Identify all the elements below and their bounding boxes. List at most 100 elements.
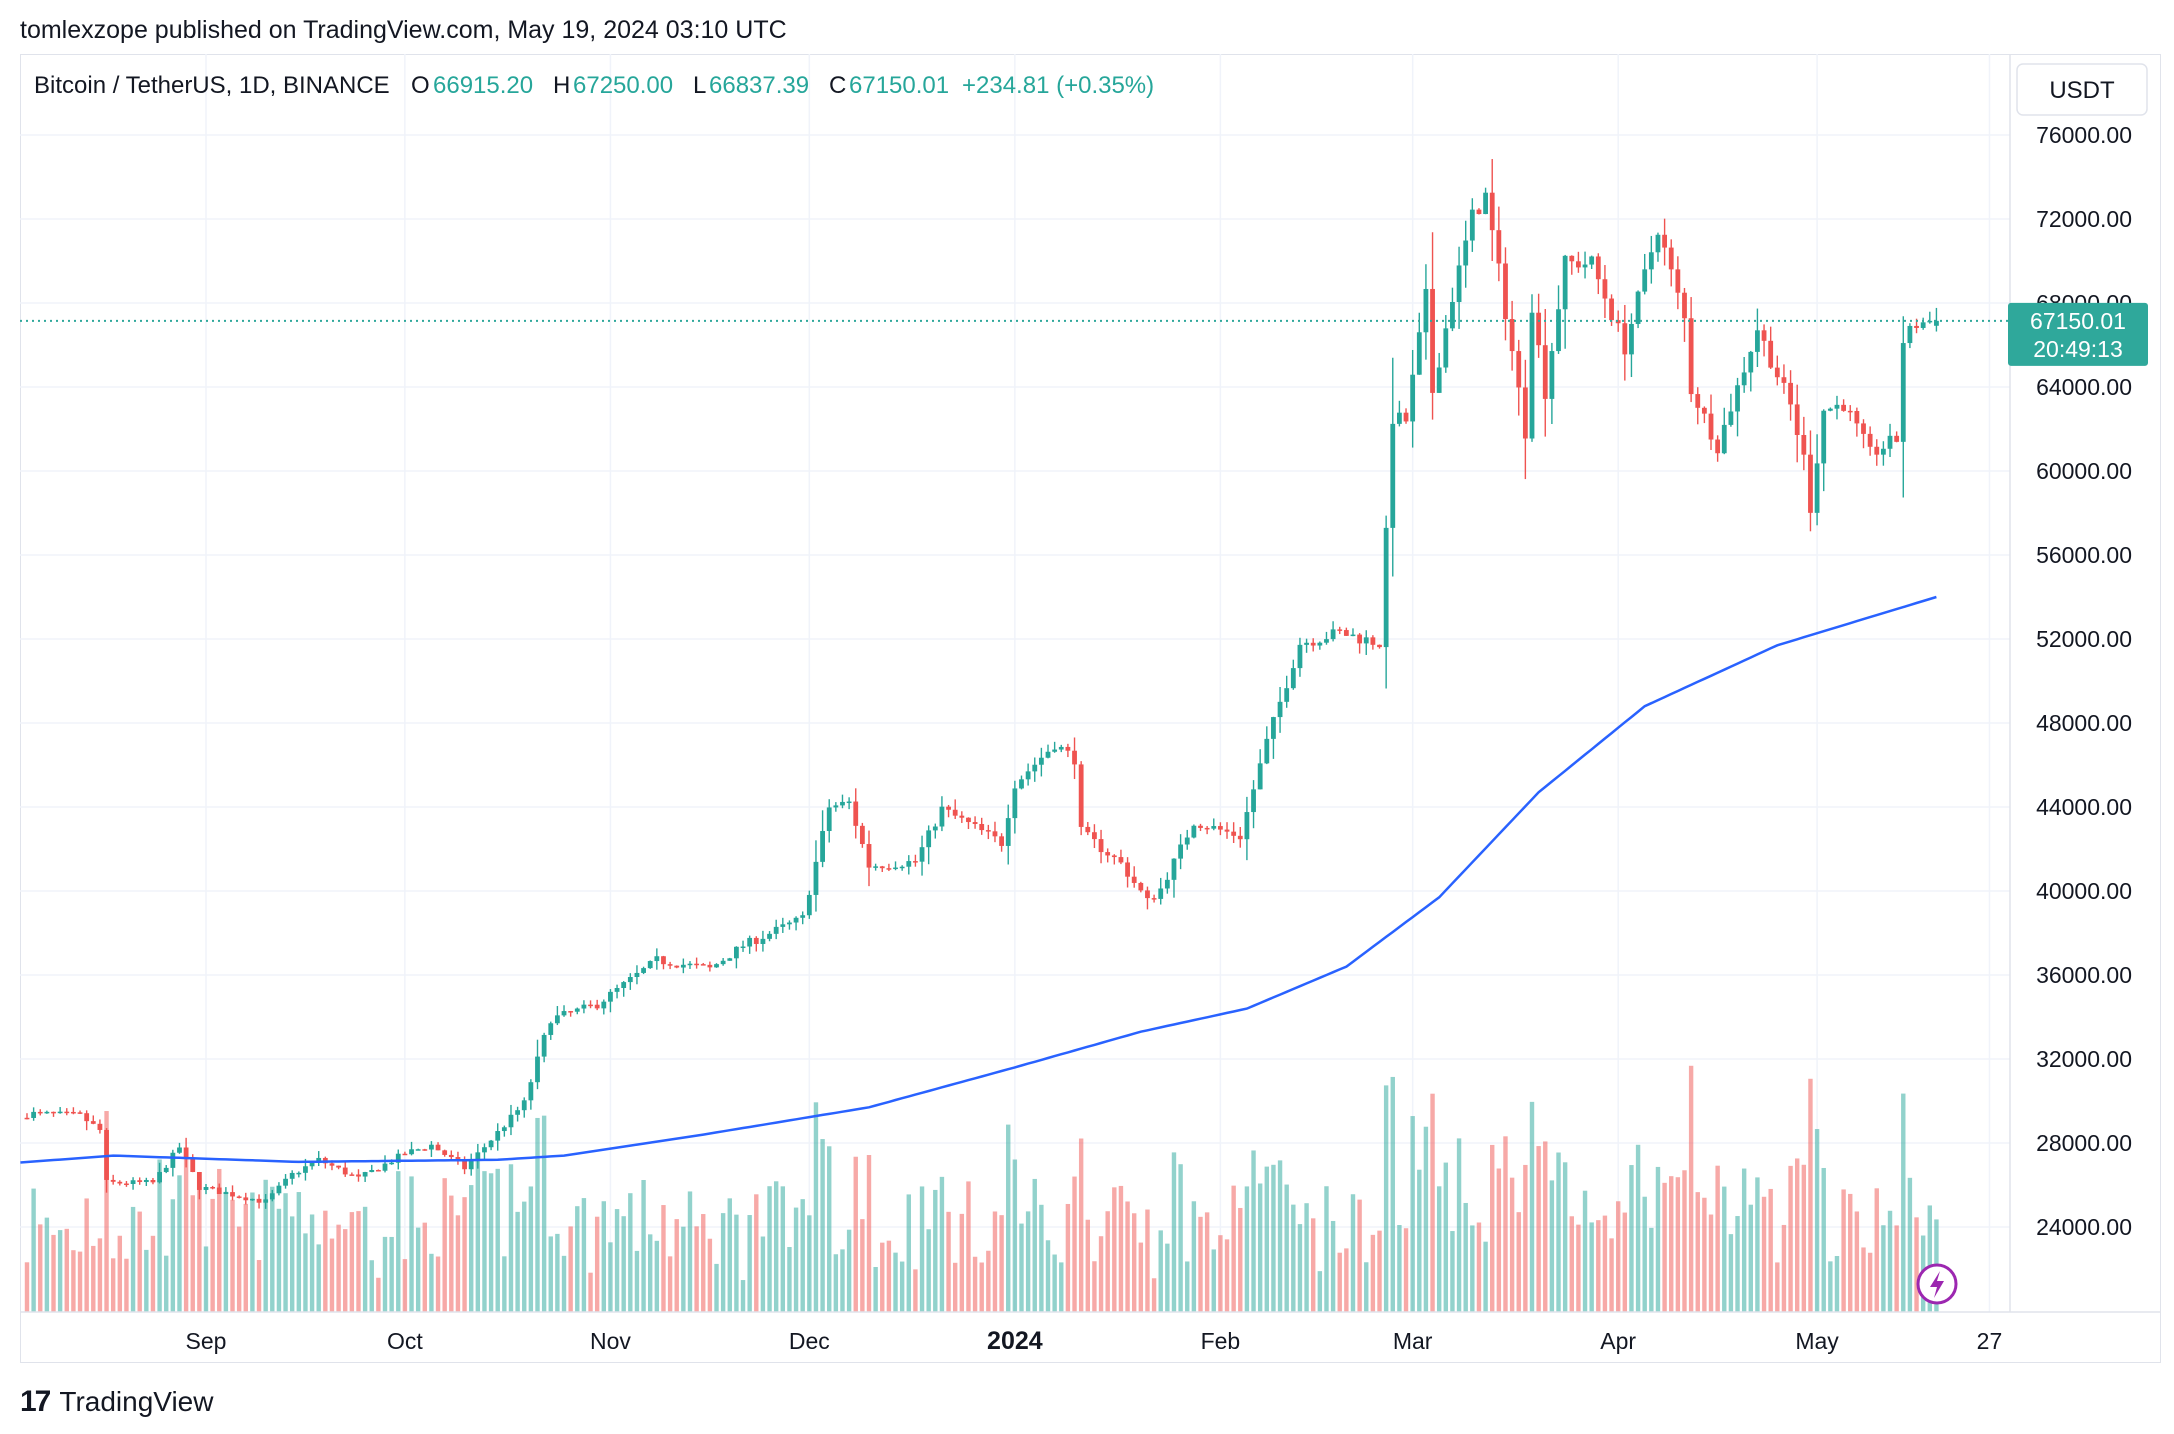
candle-body	[879, 866, 885, 869]
price-tick-label: 32000.00	[2036, 1046, 2132, 1072]
time-axis-ticks: Sep Oct Nov Dec 2024 Feb Mar Apr May 27	[186, 1327, 2003, 1355]
volume-bar	[813, 1102, 819, 1312]
volume-bar	[1503, 1136, 1508, 1312]
volume-bar	[150, 1235, 156, 1312]
currency-button[interactable]	[2016, 63, 2148, 116]
candle-body	[1019, 779, 1024, 789]
volume-bar	[1211, 1249, 1216, 1312]
price-tick-label: 76000.00	[2036, 122, 2132, 148]
candle-body	[435, 1144, 441, 1151]
volume-bar	[230, 1199, 235, 1312]
candle-body	[979, 823, 985, 831]
volume-bar	[462, 1197, 467, 1312]
candle-body	[667, 964, 673, 966]
volume-bar	[1165, 1243, 1170, 1312]
candle-body	[535, 1056, 540, 1083]
volume-bar	[1311, 1218, 1316, 1312]
volume-bar	[1682, 1170, 1687, 1312]
volume-bar	[1092, 1261, 1097, 1312]
candle-body	[316, 1157, 322, 1163]
volume-bar	[1728, 1234, 1734, 1312]
volume-bar	[1357, 1199, 1362, 1312]
volume-bar	[833, 1254, 839, 1312]
volume-bar	[1702, 1197, 1707, 1312]
volume-bar	[303, 1233, 308, 1312]
candle-body	[820, 831, 825, 862]
candle-body	[1450, 301, 1455, 329]
volume-bar	[541, 1115, 547, 1312]
volume-bar	[913, 1269, 918, 1312]
volume-bar	[820, 1139, 825, 1312]
candle-body	[342, 1167, 348, 1175]
volume-bar	[634, 1250, 640, 1312]
candle-body	[1867, 433, 1873, 447]
candle-body	[661, 956, 666, 965]
low-label: L	[693, 72, 706, 99]
candle-body	[495, 1131, 501, 1141]
volume-bar	[1403, 1228, 1409, 1312]
candle-body	[97, 1123, 103, 1130]
candle-body	[90, 1121, 96, 1124]
volume-bar	[1516, 1212, 1521, 1312]
candle-body	[1217, 826, 1223, 830]
candle-body	[382, 1163, 388, 1171]
volume-bar	[946, 1211, 951, 1312]
candle-body	[1145, 890, 1150, 899]
candle-body	[899, 866, 905, 869]
candle-body	[687, 963, 693, 966]
candle-body	[1198, 825, 1203, 828]
volume-bar	[1596, 1220, 1601, 1312]
candle-body	[1105, 852, 1111, 856]
volume-bar	[1052, 1254, 1057, 1312]
volume-bar	[1410, 1116, 1415, 1312]
volume-bar	[1085, 1219, 1090, 1312]
high-value: 67250.00	[573, 72, 673, 99]
candle-body	[1934, 320, 1939, 326]
time-tick-label: Apr	[1600, 1328, 1636, 1354]
volume-bars	[24, 1065, 1939, 1312]
bar-countdown: 20:49:13	[2033, 336, 2123, 362]
candle-body	[1595, 256, 1601, 280]
candle-body	[349, 1174, 355, 1176]
time-tick-label: 2024	[987, 1327, 1043, 1355]
volume-bar	[1297, 1224, 1303, 1312]
candle-body	[1264, 738, 1270, 764]
candle-body	[1297, 644, 1303, 669]
candle-body	[1410, 374, 1416, 422]
lightning-icon[interactable]	[1916, 1263, 1958, 1305]
candle-body	[734, 946, 739, 959]
candle-body	[77, 1112, 83, 1114]
candle-body	[1032, 764, 1038, 772]
volume-bar	[1675, 1177, 1681, 1312]
volume-bar	[555, 1233, 560, 1312]
candle-body	[389, 1162, 395, 1165]
volume-bar	[44, 1217, 50, 1312]
candle-body	[210, 1187, 216, 1189]
volume-bar	[343, 1229, 348, 1312]
high-label: H	[553, 72, 570, 99]
candle-body	[1085, 826, 1091, 833]
volume-bar	[71, 1250, 76, 1312]
volume-bar	[1145, 1209, 1150, 1312]
volume-bar	[528, 1186, 534, 1312]
volume-bar	[628, 1193, 633, 1312]
candle-body	[1251, 789, 1256, 813]
volume-bar	[1788, 1165, 1793, 1312]
volume-bar	[1417, 1169, 1422, 1312]
price-tick-label: 24000.00	[2036, 1214, 2132, 1240]
volume-bar	[402, 1259, 408, 1312]
volume-bar	[1012, 1159, 1018, 1312]
candle-body	[840, 801, 845, 806]
volume-bar	[1549, 1180, 1555, 1312]
volume-bar	[667, 1256, 673, 1312]
price-tick-label: 28000.00	[2036, 1130, 2132, 1156]
candle-body	[853, 801, 859, 826]
volume-bar	[382, 1236, 388, 1312]
volume-bar	[309, 1214, 315, 1312]
candle-body	[1675, 269, 1681, 293]
candle-body	[946, 806, 951, 810]
volume-bar	[376, 1277, 381, 1312]
volume-bar	[1854, 1211, 1860, 1312]
volume-bar	[482, 1171, 487, 1312]
